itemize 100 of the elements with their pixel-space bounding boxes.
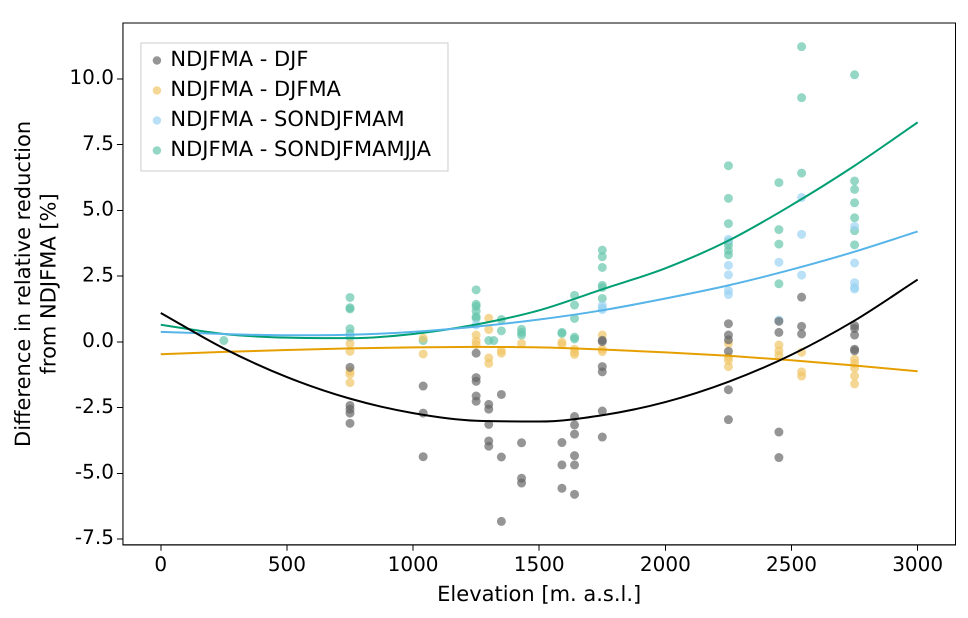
- point: [724, 161, 733, 170]
- point: [850, 176, 860, 186]
- point: [724, 335, 733, 344]
- point: [345, 378, 354, 388]
- point: [598, 262, 607, 272]
- point: [345, 418, 354, 428]
- point: [345, 339, 354, 348]
- point: [570, 490, 580, 499]
- point: [797, 270, 806, 280]
- x-tick-label: 2000: [640, 552, 691, 576]
- point: [472, 285, 481, 294]
- x-tick-label: 0: [154, 552, 168, 576]
- point: [797, 329, 806, 338]
- point: [570, 300, 580, 310]
- point: [496, 516, 506, 526]
- point: [797, 230, 806, 239]
- point: [496, 348, 506, 358]
- point: [797, 292, 806, 302]
- point: [774, 258, 784, 267]
- point: [345, 362, 354, 372]
- point: [489, 336, 498, 346]
- point: [797, 372, 806, 381]
- point: [774, 453, 784, 462]
- point: [517, 478, 526, 488]
- point: [517, 330, 526, 340]
- point: [496, 390, 506, 399]
- point: [774, 428, 784, 437]
- point: [724, 270, 733, 280]
- point: [517, 438, 526, 448]
- point: [850, 198, 860, 208]
- point: [557, 438, 566, 448]
- point: [850, 213, 860, 222]
- point: [774, 178, 784, 188]
- point: [850, 372, 860, 381]
- point: [774, 225, 784, 234]
- point: [724, 319, 733, 328]
- point: [570, 451, 580, 460]
- point: [418, 452, 428, 462]
- point: [850, 330, 860, 340]
- point: [850, 258, 860, 268]
- point: [797, 168, 806, 178]
- x-tick-label: 1500: [514, 552, 565, 576]
- point: [472, 396, 481, 406]
- y-axis-title: Difference in relative reduction from NDJFMA [%]: [11, 120, 60, 447]
- point: [570, 460, 580, 470]
- point: [570, 430, 580, 439]
- point: [570, 420, 580, 430]
- y-tick-label: 5.0: [82, 196, 114, 221]
- point: [797, 42, 806, 52]
- point: [219, 336, 228, 346]
- legend-label: NDJFMA - DJFMA: [170, 76, 342, 101]
- y-tick-label: 7.5: [82, 130, 114, 155]
- y-tick-label: -2.5: [74, 394, 114, 418]
- y-tick-label: 10.0: [69, 65, 114, 90]
- point: [345, 408, 354, 418]
- point: [484, 404, 494, 414]
- point: [724, 219, 733, 228]
- point: [774, 240, 784, 249]
- point: [797, 93, 806, 102]
- legend-label: NDJFMA - SONDJFMAM: [170, 106, 405, 131]
- x-tick-label: 2500: [766, 552, 817, 576]
- x-tick-label: 3000: [892, 552, 944, 576]
- point: [724, 385, 733, 394]
- point: [496, 452, 506, 462]
- point: [850, 240, 860, 250]
- point: [850, 70, 860, 80]
- point: [797, 322, 806, 331]
- point: [850, 222, 860, 231]
- point: [850, 379, 860, 388]
- point: [724, 290, 733, 300]
- point: [724, 346, 733, 356]
- line-series: [160, 278, 919, 423]
- point: [724, 194, 733, 203]
- point: [598, 252, 607, 262]
- point: [598, 367, 607, 376]
- legend-label: NDJFMA - DJF: [170, 46, 308, 71]
- point: [557, 484, 566, 493]
- point: [418, 334, 428, 343]
- y-tick-label: 2.5: [82, 262, 114, 286]
- point: [724, 260, 733, 270]
- point: [557, 460, 566, 470]
- point: [472, 376, 481, 386]
- point: [724, 250, 733, 260]
- point: [472, 348, 481, 358]
- x-tick-label: 1000: [388, 552, 439, 576]
- point: [724, 415, 733, 424]
- point: [345, 292, 354, 302]
- y-tick-label: -5.0: [74, 460, 114, 484]
- x-axis-title: Elevation [m. a.s.l.]: [437, 582, 642, 606]
- point: [418, 349, 428, 358]
- point: [774, 328, 784, 337]
- point: [484, 358, 494, 368]
- point: [484, 442, 494, 451]
- point: [418, 382, 428, 391]
- y-tick-label: 0.0: [82, 328, 114, 352]
- point: [598, 432, 607, 442]
- point: [724, 362, 733, 372]
- point: [496, 326, 506, 336]
- point: [850, 184, 860, 194]
- x-tick-label: 500: [268, 552, 306, 576]
